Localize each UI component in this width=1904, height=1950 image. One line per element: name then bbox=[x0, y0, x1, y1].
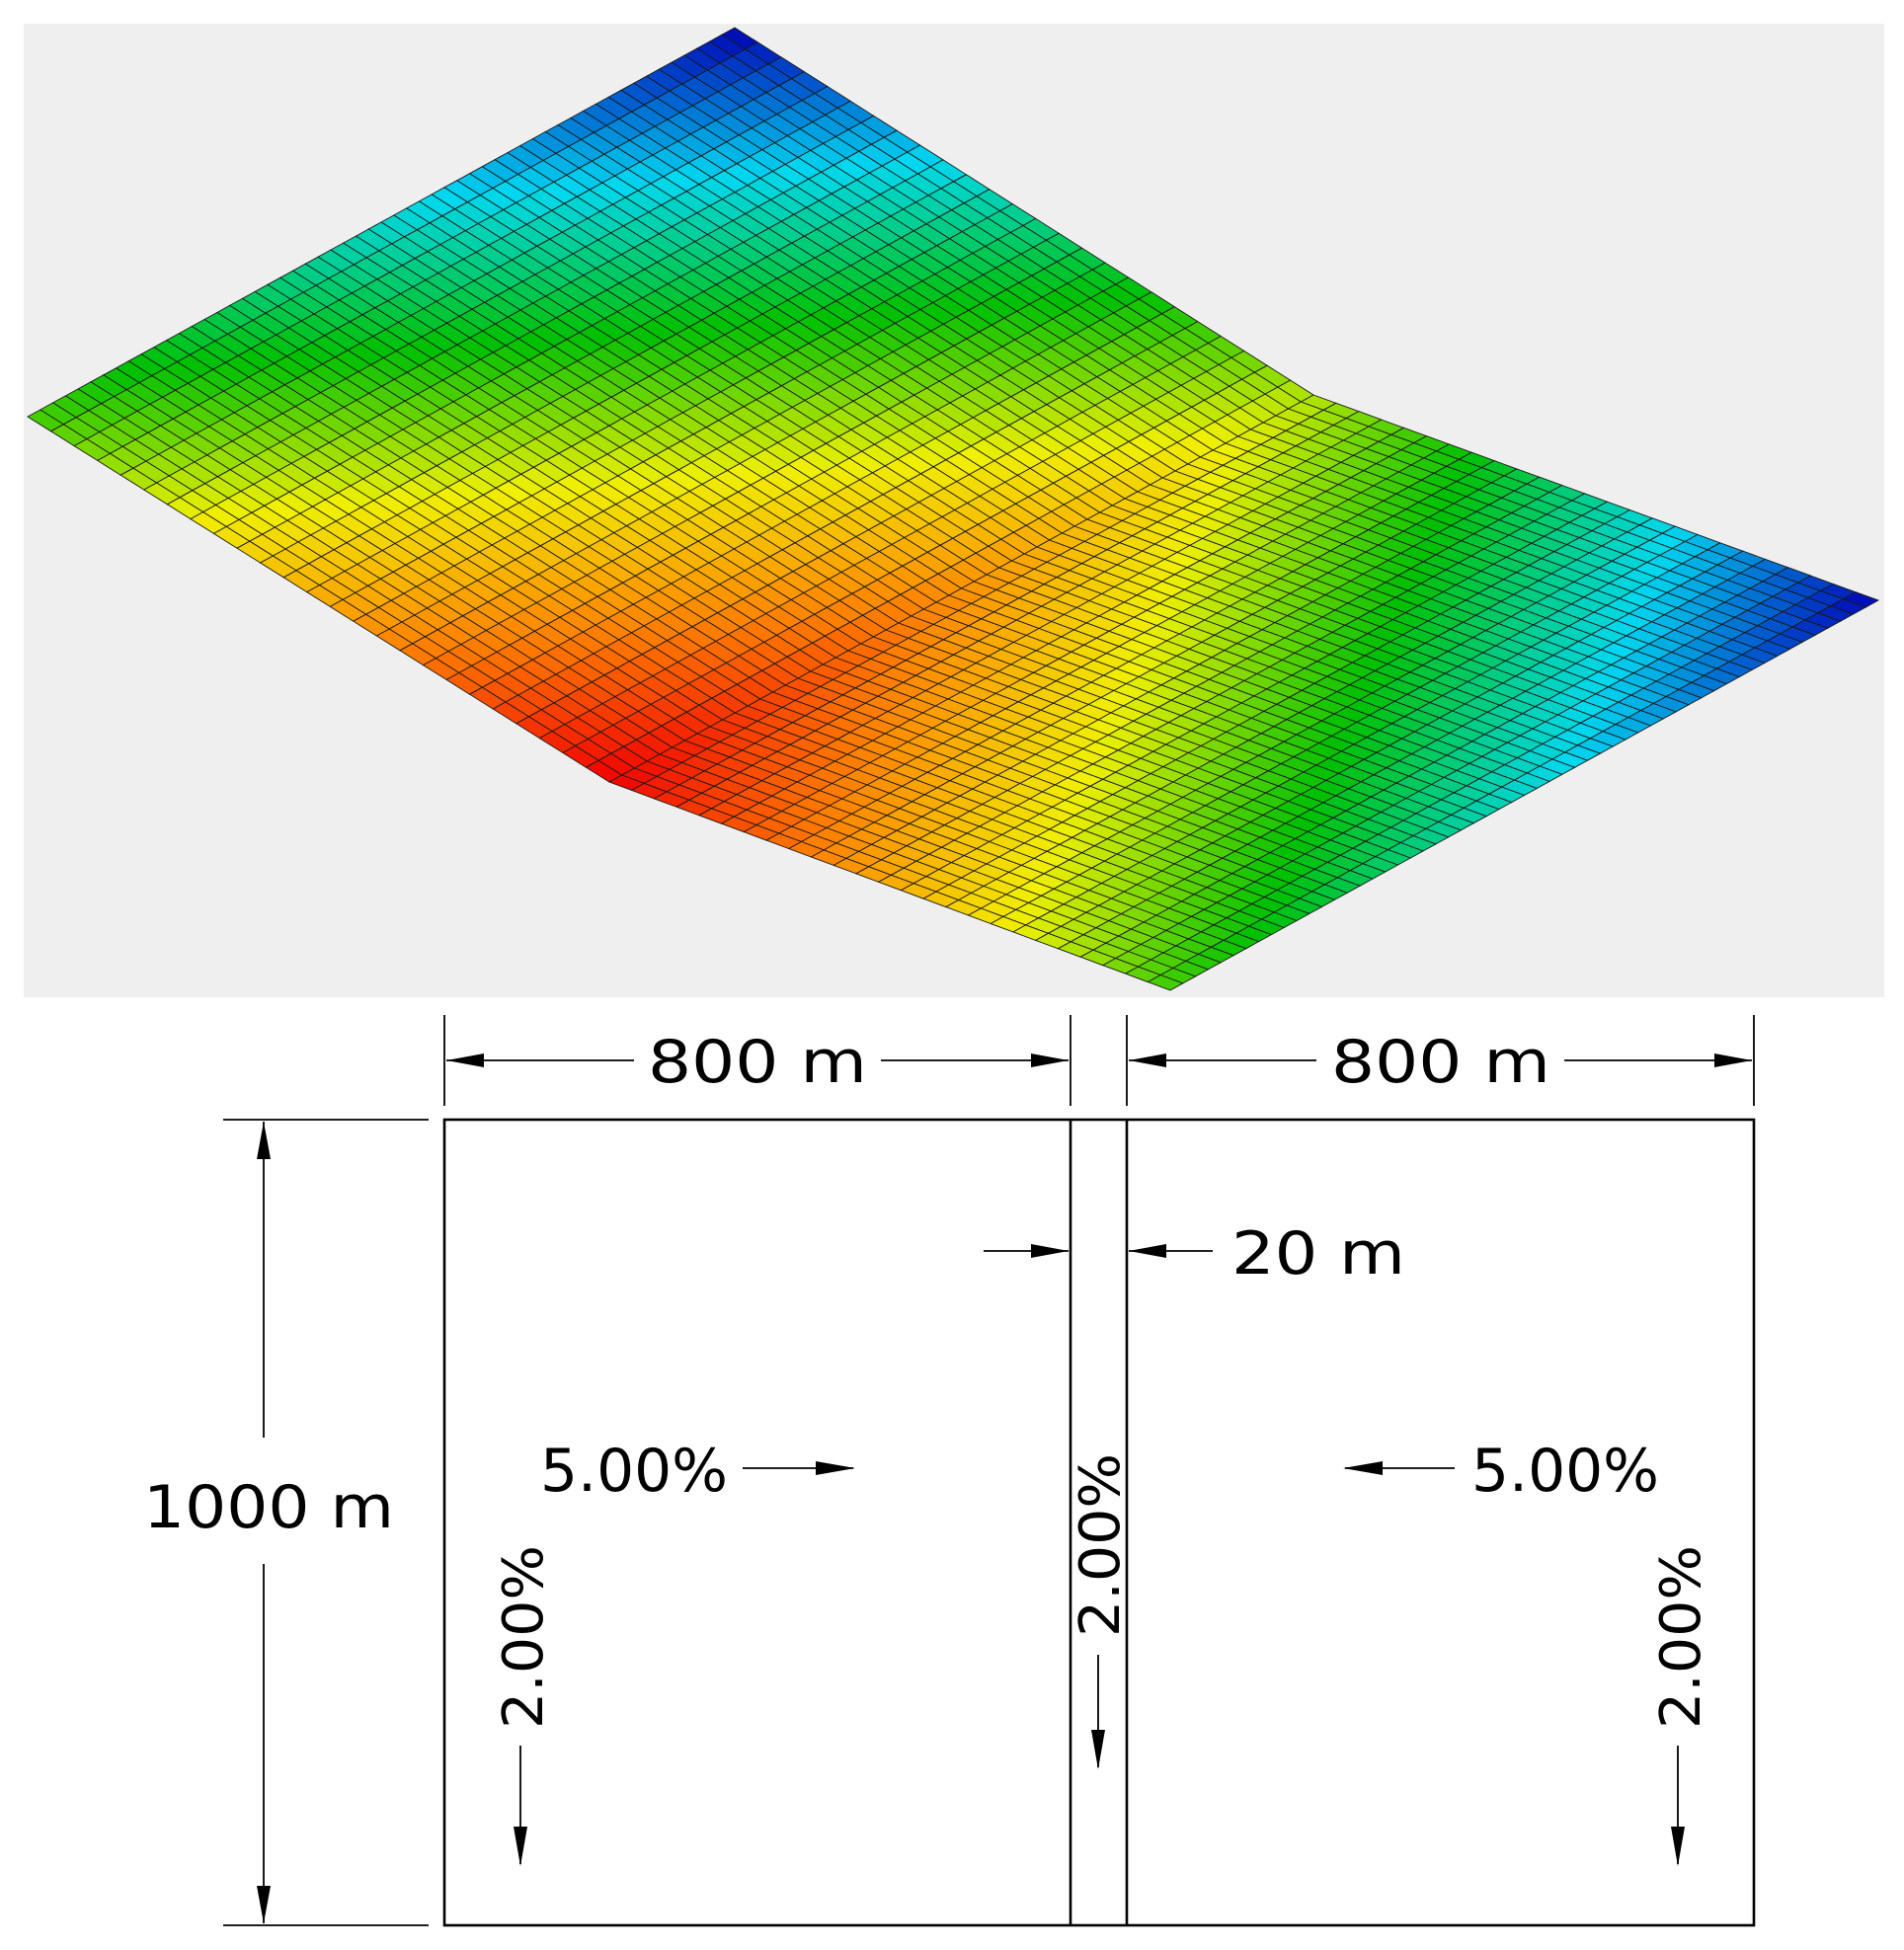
label-channel-width: 20 m bbox=[1231, 1219, 1405, 1288]
arrowhead bbox=[1031, 1244, 1069, 1258]
arrowhead bbox=[446, 1053, 484, 1067]
surface-mesh bbox=[27, 27, 1880, 991]
label-left-long-slope: 2.00% bbox=[492, 1545, 556, 1729]
arrowhead bbox=[1031, 1053, 1069, 1067]
arrowhead bbox=[257, 1886, 271, 1923]
label-right-width: 800 m bbox=[1331, 1028, 1550, 1097]
arrowhead bbox=[257, 1122, 271, 1159]
label-right-cross-slope: 5.00% bbox=[1471, 1437, 1659, 1506]
arrowhead bbox=[1091, 1730, 1105, 1769]
arrowhead bbox=[1343, 1461, 1383, 1475]
arrowhead bbox=[1129, 1244, 1166, 1258]
labels: 800 m 800 m 20 m 1000 m 5.00% 5.00% 2.00… bbox=[143, 1028, 1713, 1729]
label-right-long-slope: 2.00% bbox=[1649, 1545, 1713, 1729]
catchment-outline bbox=[442, 1118, 1756, 1927]
arrowhead bbox=[1129, 1053, 1166, 1067]
label-left-width: 800 m bbox=[648, 1028, 867, 1097]
arrowhead bbox=[816, 1461, 855, 1475]
arrowhead bbox=[1714, 1053, 1752, 1067]
label-left-cross-slope: 5.00% bbox=[540, 1437, 728, 1506]
mesh-cell bbox=[1147, 975, 1184, 991]
arrowheads bbox=[257, 1053, 1752, 1923]
arrowhead bbox=[1671, 1827, 1685, 1866]
label-channel-long-slope: 2.00% bbox=[1069, 1453, 1133, 1637]
surface-panel bbox=[24, 24, 1884, 997]
label-length: 1000 m bbox=[143, 1473, 394, 1542]
arrowhead bbox=[514, 1827, 527, 1866]
